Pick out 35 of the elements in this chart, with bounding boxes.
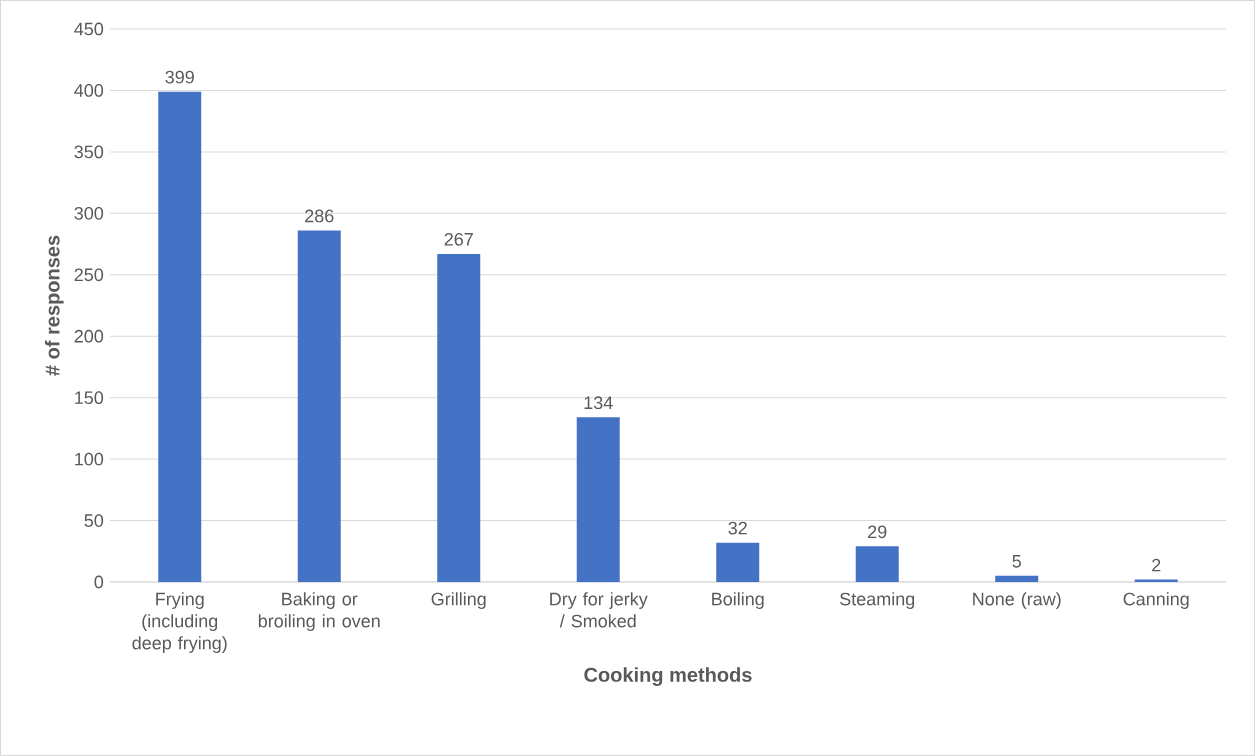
y-tick-label: 300	[74, 206, 104, 220]
x-tick-label: Frying (including deep frying)	[132, 592, 227, 653]
y-tick-label: 250	[74, 268, 104, 282]
y-tick-label: 150	[75, 391, 104, 405]
x-tick-label: None (raw)	[973, 592, 1061, 609]
bar	[297, 230, 341, 582]
y-tick-label: 450	[74, 22, 104, 36]
bar	[158, 91, 202, 582]
bar	[716, 542, 760, 582]
x-tick-label: Grilling	[431, 592, 486, 609]
data-label: 134	[584, 396, 613, 410]
x-tick-label: Dry for jerky / Smoked	[550, 592, 648, 628]
x-tick-label: Baking or broiling in oven	[258, 592, 380, 631]
bar	[437, 253, 481, 582]
y-axis-title: # of responses	[44, 235, 64, 376]
data-label: 29	[868, 525, 887, 539]
y-tick-label: 50	[84, 514, 104, 527]
y-tick-label: 350	[74, 145, 104, 159]
y-tick-label: 100	[75, 452, 104, 466]
bar	[576, 417, 620, 582]
data-label: 2	[1152, 558, 1161, 572]
x-tick-label: Boiling	[712, 592, 764, 609]
data-label: 399	[165, 70, 194, 84]
x-axis-title: Cooking methods	[584, 667, 752, 686]
bar	[995, 575, 1039, 582]
data-label: 267	[444, 232, 473, 246]
x-tick-label: Steaming	[840, 592, 915, 609]
y-tick-label: 400	[74, 84, 104, 97]
y-tick-label: 0	[94, 575, 104, 589]
data-label: 32	[728, 521, 747, 535]
x-tick-label: Canning	[1123, 592, 1189, 609]
data-label: 286	[305, 209, 334, 223]
data-label: 5	[1012, 555, 1021, 568]
bar	[855, 546, 899, 582]
y-tick-label: 200	[74, 329, 104, 343]
